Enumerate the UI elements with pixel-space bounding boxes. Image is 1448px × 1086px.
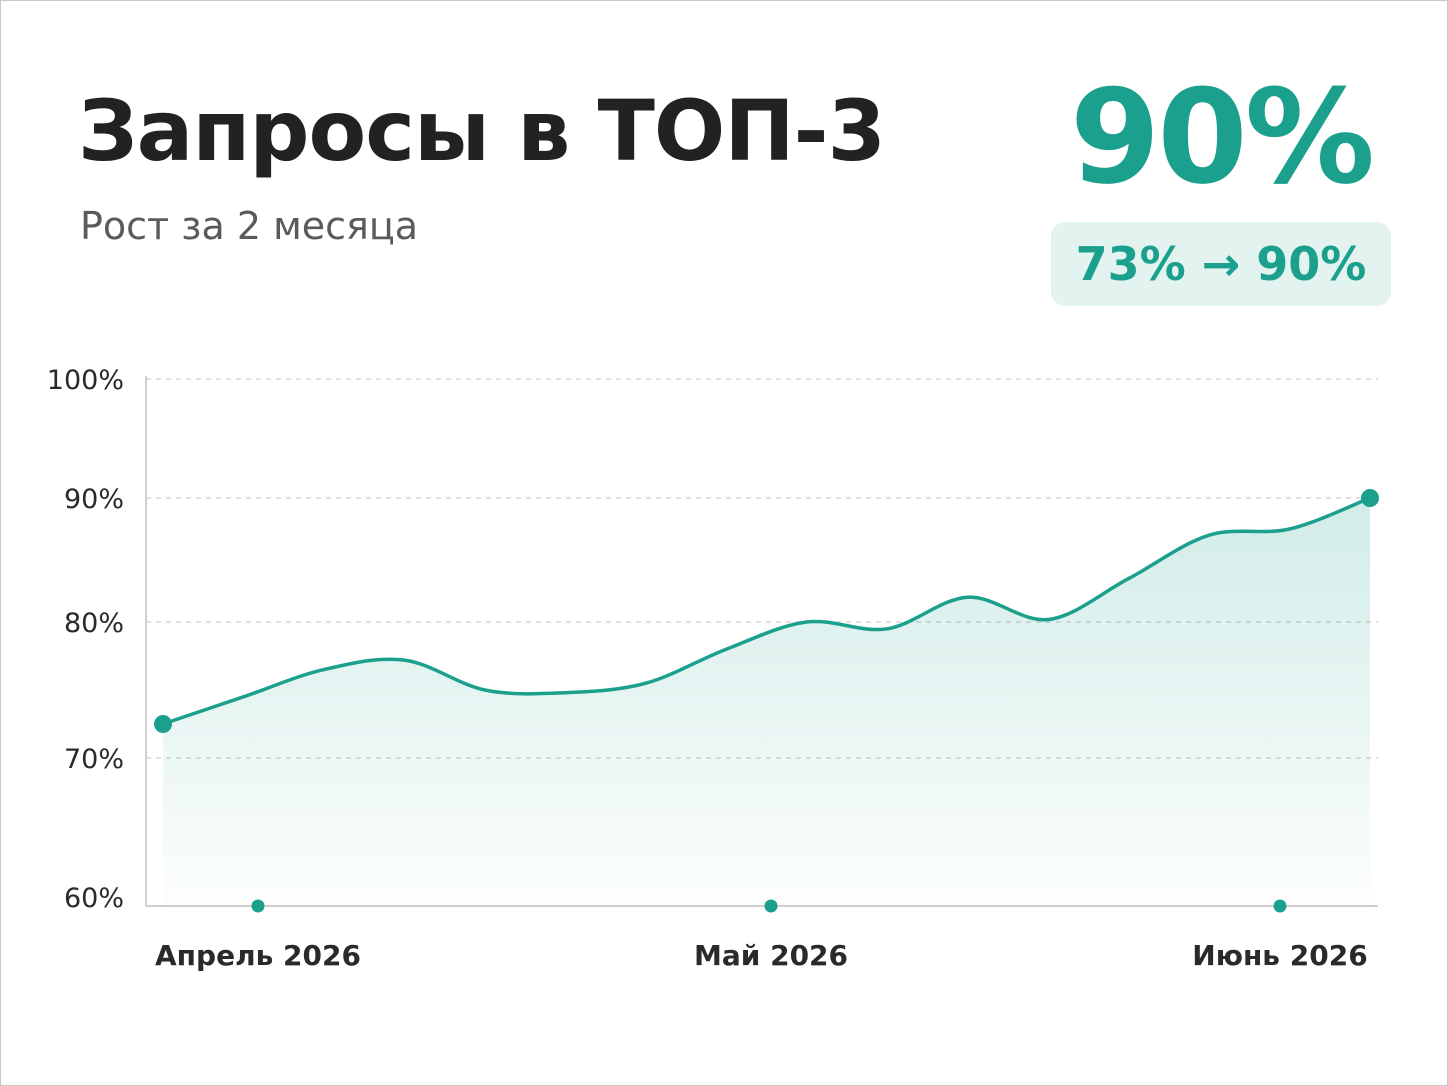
y-tick-label: 60% [64, 883, 124, 914]
x-tick-dot [764, 899, 778, 913]
y-tick-label: 70% [64, 744, 124, 775]
y-tick-label: 80% [64, 608, 124, 639]
kpi-value: 90% [1069, 61, 1375, 213]
x-tick-dot [1273, 899, 1287, 913]
page-subtitle: Рост за 2 месяца [80, 204, 419, 248]
y-tick-label: 100% [47, 365, 124, 396]
x-tick-label: Май 2026 [694, 939, 848, 972]
x-tick-dot [251, 899, 265, 913]
x-tick-label: Июнь 2026 [1192, 939, 1367, 972]
y-tick-label: 90% [64, 484, 124, 515]
series-area [163, 498, 1370, 906]
x-tick-label: Апрель 2026 [155, 939, 361, 972]
data-point-end [1361, 489, 1379, 507]
page-title: Запросы в ТОП-3 [78, 82, 886, 180]
series-line [161, 496, 1372, 726]
change-badge: 73% → 90% [1051, 222, 1391, 306]
data-point-start [154, 715, 172, 733]
change-text: 73% → 90% [1075, 237, 1367, 291]
